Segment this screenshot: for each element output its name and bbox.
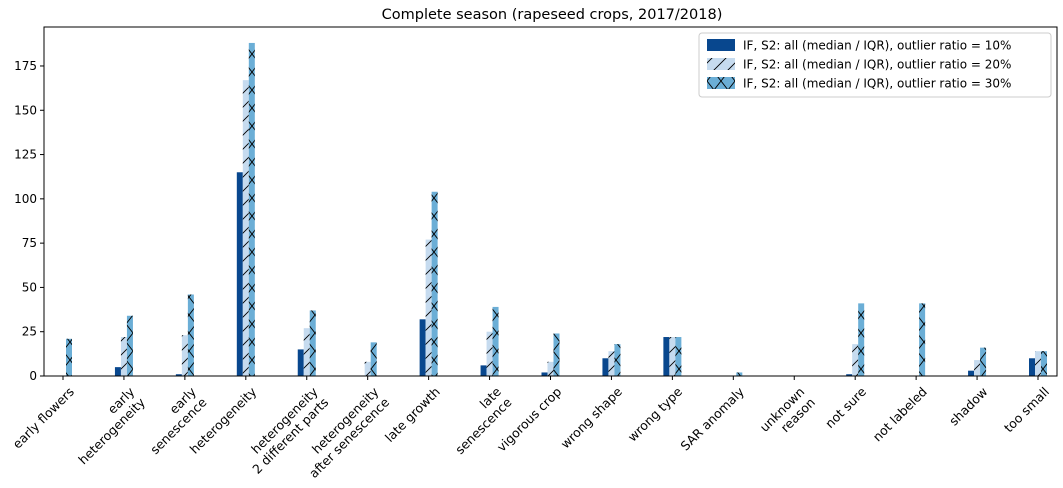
- legend-swatch-hatch: [707, 58, 735, 70]
- bar: [968, 370, 975, 376]
- bar-hatch: [370, 342, 377, 376]
- y-tick-label: 0: [29, 369, 37, 383]
- y-tick-label: 125: [14, 148, 37, 162]
- bar-hatch: [1035, 351, 1041, 376]
- bar-hatch: [608, 351, 615, 376]
- bar: [480, 365, 487, 376]
- bar-hatch: [736, 372, 743, 376]
- bar-hatch: [431, 191, 438, 376]
- bar: [175, 374, 182, 376]
- bar-hatch: [187, 294, 194, 376]
- bar-hatch: [303, 328, 310, 376]
- legend-label: IF, S2: all (median / IQR), outlier rati…: [743, 58, 1011, 72]
- bar: [419, 319, 426, 376]
- chart-title: Complete season (rapeseed crops, 2017/20…: [382, 7, 723, 23]
- legend-label: IF, S2: all (median / IQR), outlier rati…: [743, 77, 1011, 91]
- bar-hatch: [852, 344, 859, 376]
- legend-swatch-hatch: [707, 77, 735, 89]
- legend-frame: [698, 32, 1052, 98]
- y-tick-label: 50: [22, 280, 37, 294]
- bar-hatch: [309, 310, 316, 376]
- bar-hatch: [858, 303, 865, 376]
- bar-hatch: [120, 337, 127, 376]
- legend-swatch: [707, 39, 735, 51]
- bar: [846, 374, 853, 376]
- bar-hatch: [126, 315, 133, 376]
- bar: [236, 172, 243, 376]
- bar: [602, 358, 609, 376]
- bar-hatch: [248, 42, 255, 377]
- bar: [541, 372, 548, 376]
- legend-label: IF, S2: all (median / IQR), outlier rati…: [743, 39, 1011, 53]
- bar-hatch: [553, 333, 560, 376]
- plot-frame: [43, 26, 1058, 377]
- bar: [1029, 358, 1035, 376]
- bar-hatch: [919, 303, 926, 376]
- bar: [297, 349, 304, 376]
- y-tick-label: 150: [14, 103, 37, 117]
- bar-hatch: [669, 337, 676, 376]
- bar-hatch: [66, 338, 72, 376]
- bar-hatch: [181, 335, 188, 376]
- bar-hatch: [1041, 351, 1047, 376]
- bar-hatch: [547, 361, 554, 376]
- bar-hatch: [242, 80, 249, 376]
- bar: [663, 337, 670, 376]
- bar-hatch: [614, 344, 621, 376]
- bar-hatch: [980, 347, 987, 376]
- y-tick-label: 75: [22, 236, 37, 250]
- bar-hatch: [492, 306, 499, 376]
- bar-hatch: [486, 331, 493, 376]
- bar-hatch: [675, 337, 682, 376]
- bar: [114, 367, 121, 376]
- bar-hatch: [425, 239, 432, 376]
- bar-hatch: [974, 360, 981, 376]
- y-tick-label: 100: [14, 192, 37, 206]
- y-tick-label: 25: [22, 325, 37, 339]
- bar-hatch: [364, 361, 371, 376]
- y-tick-label: 175: [14, 59, 37, 73]
